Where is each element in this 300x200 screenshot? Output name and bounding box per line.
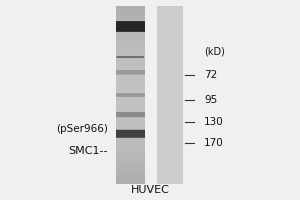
Text: SMC1--: SMC1-- <box>68 146 108 156</box>
Text: (kD): (kD) <box>204 46 225 56</box>
Text: 72: 72 <box>204 70 217 80</box>
Text: 130: 130 <box>204 117 224 127</box>
Text: 95: 95 <box>204 95 217 105</box>
Text: HUVEC: HUVEC <box>130 185 170 195</box>
Text: (pSer966): (pSer966) <box>56 124 108 134</box>
Text: 170: 170 <box>204 138 224 148</box>
